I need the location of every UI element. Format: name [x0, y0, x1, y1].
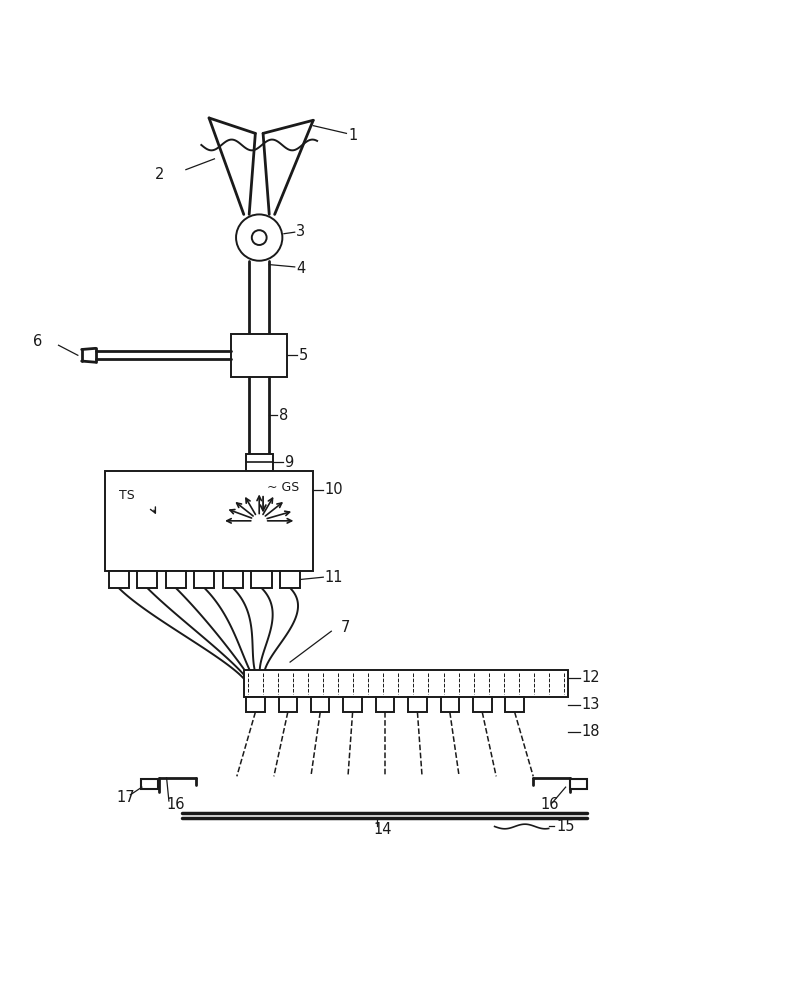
Text: 8: 8 [278, 408, 287, 423]
Bar [222, 571, 243, 588]
Text: 16: 16 [166, 797, 185, 812]
Bar [243, 670, 567, 697]
Text: 18: 18 [581, 724, 600, 739]
Text: 9: 9 [284, 455, 293, 470]
Bar [375, 697, 393, 712]
Text: 3: 3 [296, 224, 305, 239]
Text: 5: 5 [298, 348, 308, 363]
Text: TS: TS [119, 489, 134, 502]
Bar [311, 697, 329, 712]
Text: 16: 16 [540, 797, 559, 812]
Text: 13: 13 [581, 697, 600, 712]
Text: 10: 10 [324, 482, 343, 497]
Bar [278, 697, 296, 712]
Bar [569, 779, 586, 789]
Bar [194, 571, 214, 588]
Text: 12: 12 [581, 670, 600, 685]
Text: 11: 11 [324, 570, 343, 585]
Bar [141, 779, 158, 789]
Bar [246, 697, 264, 712]
Bar [104, 471, 313, 571]
Text: 15: 15 [556, 819, 574, 834]
Bar [440, 697, 459, 712]
Text: 2: 2 [155, 167, 164, 182]
Bar [231, 334, 287, 377]
Text: 7: 7 [340, 620, 350, 635]
Bar [279, 571, 300, 588]
Bar [165, 571, 185, 588]
Text: 1: 1 [348, 128, 357, 143]
Circle shape [236, 214, 282, 261]
Circle shape [251, 230, 267, 245]
Text: 6: 6 [33, 334, 43, 349]
Bar [137, 571, 157, 588]
Text: ~ GS: ~ GS [267, 481, 299, 494]
Bar [343, 697, 361, 712]
Text: 4: 4 [296, 261, 305, 276]
Bar [108, 571, 128, 588]
Bar [505, 697, 524, 712]
Text: 14: 14 [373, 822, 391, 837]
Bar [251, 571, 271, 588]
Bar [408, 697, 426, 712]
Text: 17: 17 [116, 790, 135, 805]
Bar [472, 697, 491, 712]
Bar [246, 454, 272, 471]
